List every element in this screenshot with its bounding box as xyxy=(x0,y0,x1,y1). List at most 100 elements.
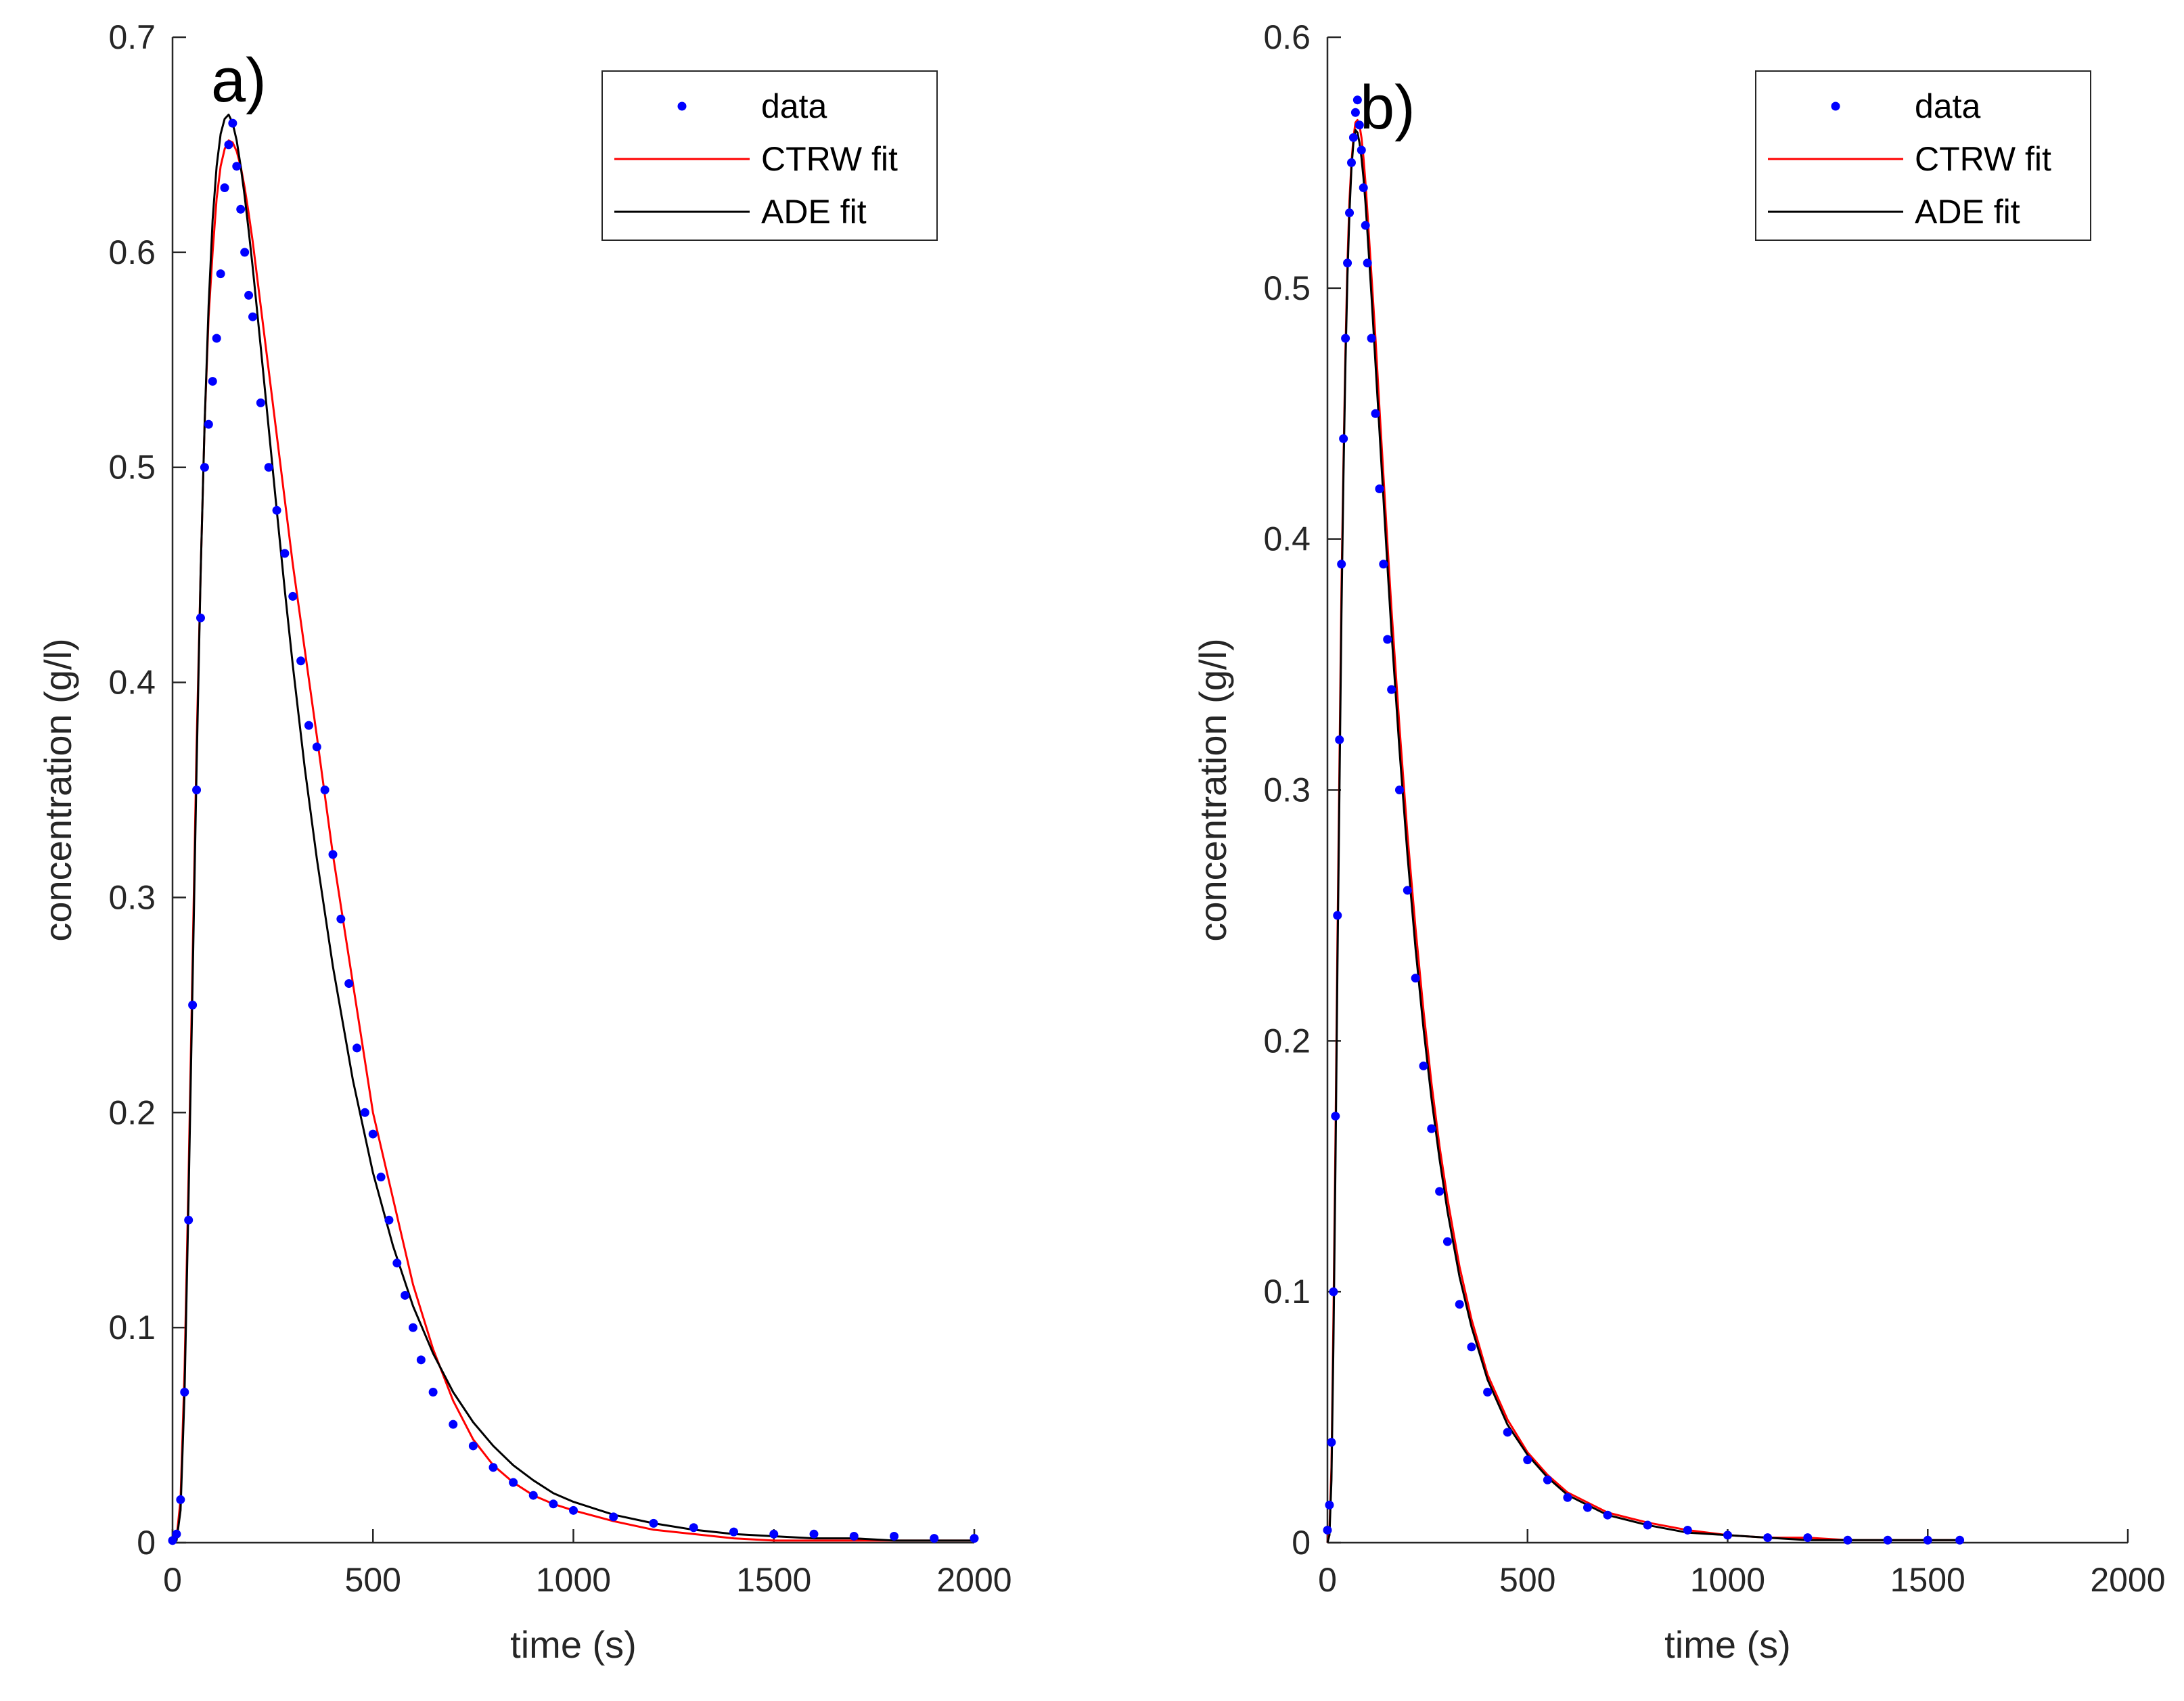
panel-a-data-point xyxy=(328,850,338,859)
panel-a-y-tick-label: 0.5 xyxy=(108,449,156,486)
panel-a-data-point xyxy=(232,162,242,171)
panel-a-data-point xyxy=(809,1529,819,1539)
panel-b-data-point xyxy=(1723,1530,1732,1540)
panel-b-data-point xyxy=(1383,635,1392,644)
panel-a-data-point xyxy=(168,1536,177,1545)
panel-a-legend-marker-data xyxy=(677,101,687,111)
panel-a-data-point xyxy=(930,1534,939,1543)
panel-b-data-point xyxy=(1403,886,1412,895)
panel-b-data-point xyxy=(1543,1475,1552,1484)
panel-a-data-point xyxy=(248,312,257,321)
panel-b-data-point xyxy=(1337,560,1346,569)
panel-a-data-point xyxy=(449,1420,458,1429)
panel-b-data-point xyxy=(1503,1428,1512,1437)
panel-a-data-point xyxy=(376,1173,386,1182)
panel-b-data-point xyxy=(1455,1300,1464,1309)
panel-a-legend-label: CTRW fit xyxy=(761,140,898,178)
panel-a-data-point xyxy=(196,613,205,622)
panel-a-data-point xyxy=(609,1512,618,1522)
panel-a-x-tick-label: 2000 xyxy=(936,1561,1011,1599)
panel-b-data-point xyxy=(1387,685,1396,694)
panel-a-data-point xyxy=(228,118,237,128)
panel-b-data-point xyxy=(1341,334,1350,343)
panel-a-data-point xyxy=(200,463,209,472)
panel-b-y-tick-label: 0.2 xyxy=(1263,1022,1311,1060)
panel-a-data-point xyxy=(204,419,213,429)
panel-a-data-point xyxy=(188,1000,198,1010)
panel-a-x-axis-label: time (s) xyxy=(510,1623,637,1666)
panel-a-data-point xyxy=(256,398,265,407)
panel-a-y-tick-label: 0.7 xyxy=(108,18,156,56)
panel-a-data-point xyxy=(569,1505,578,1515)
panel-a-y-tick-label: 0 xyxy=(137,1524,156,1562)
panel-b-label: b) xyxy=(1360,73,1415,142)
panel-a-data-point xyxy=(208,377,217,386)
panel-a-y-tick-label: 0.6 xyxy=(108,233,156,271)
panel-a-data-point xyxy=(216,269,225,279)
panel-b-y-tick-label: 0.5 xyxy=(1263,269,1311,307)
panel-a-x-tick-label: 0 xyxy=(163,1561,182,1599)
panel-b-x-tick-label: 2000 xyxy=(2090,1561,2165,1599)
panel-a-data-point xyxy=(240,248,250,257)
panel-b-series-ade-fit xyxy=(1326,129,1960,1543)
panel-a-data-point xyxy=(428,1388,438,1397)
panel-b-data-point xyxy=(1346,158,1356,167)
panel-a-data-point xyxy=(360,1108,369,1117)
panel-b-data-point xyxy=(1331,1112,1340,1121)
panel-a-y-tick-label: 0.3 xyxy=(108,878,156,916)
panel-a-data-point xyxy=(244,290,254,300)
panel-b-y-tick-label: 0.4 xyxy=(1263,520,1311,558)
panel-a-data-point xyxy=(176,1495,185,1504)
panel-a-data-point xyxy=(180,1388,189,1397)
panel-a-data-point xyxy=(849,1531,859,1541)
panel-b-legend: data CTRW fit ADE fit xyxy=(1755,70,2091,241)
panel-a-data-point xyxy=(336,914,346,924)
panel-b-data-point xyxy=(1583,1503,1592,1512)
panel-a-data-point xyxy=(409,1323,417,1332)
panel-b-data-point xyxy=(1371,409,1380,418)
panel-b-data-point xyxy=(1335,735,1344,744)
panel-a-x-tick-label: 1000 xyxy=(536,1561,611,1599)
panel-b-data-point xyxy=(1333,911,1342,920)
panel-a-data-point xyxy=(392,1258,402,1268)
panel-a-data-point xyxy=(212,334,221,343)
panel-b-data-point xyxy=(1339,434,1348,443)
panel-b-data-point xyxy=(1843,1535,1852,1545)
panel-b-data-point xyxy=(1379,560,1388,569)
panel-b-data-point xyxy=(1357,145,1366,155)
panel-a-legend-label: ADE fit xyxy=(761,193,867,231)
panel-a-series-ade-fit xyxy=(172,113,974,1544)
panel-a-legend-label: data xyxy=(761,87,827,125)
panel-a-data-point xyxy=(172,1529,181,1539)
panel-a-y-tick-label: 0.4 xyxy=(108,664,156,702)
panel-a-data-point xyxy=(288,591,298,601)
panel-b-y-tick-label: 0.1 xyxy=(1263,1273,1311,1311)
panel-a-series-data xyxy=(168,118,979,1545)
panel-b-x-tick-label: 1500 xyxy=(1890,1561,1965,1599)
panel-b-data-point xyxy=(1603,1510,1612,1520)
panel-b-data-point xyxy=(1361,221,1370,230)
panel-a-data-point xyxy=(649,1518,658,1528)
panel-a-data-point xyxy=(272,505,281,515)
panel-a-data-point xyxy=(280,549,290,558)
panel-b-y-tick-label: 0.3 xyxy=(1263,771,1311,809)
panel-a-data-point xyxy=(220,183,229,192)
panel-a-data-point xyxy=(312,742,321,752)
panel-a-y-axis-label: concentration (g/l) xyxy=(37,638,79,941)
panel-b-data-point xyxy=(1435,1187,1444,1196)
panel-a-data-point xyxy=(890,1531,898,1541)
panel-b-data-point xyxy=(1923,1535,1932,1545)
panel-a-data-point xyxy=(192,786,202,794)
panel-a-legend: data CTRW fit ADE fit xyxy=(601,70,938,241)
panel-b-data-point xyxy=(1348,133,1358,142)
panel-b-data-point xyxy=(1683,1525,1692,1535)
panel-b-data-point xyxy=(1343,258,1352,268)
panel-b-data-point xyxy=(1427,1124,1436,1133)
panel-a-data-point xyxy=(264,463,273,472)
panel-b-y-tick-label: 0 xyxy=(1292,1524,1311,1562)
panel-b-y-tick-label: 0.6 xyxy=(1263,18,1311,56)
panel-a-data-point xyxy=(304,721,313,730)
panel-b-data-point xyxy=(1883,1535,1892,1545)
panel-b-data-point xyxy=(1355,120,1364,130)
